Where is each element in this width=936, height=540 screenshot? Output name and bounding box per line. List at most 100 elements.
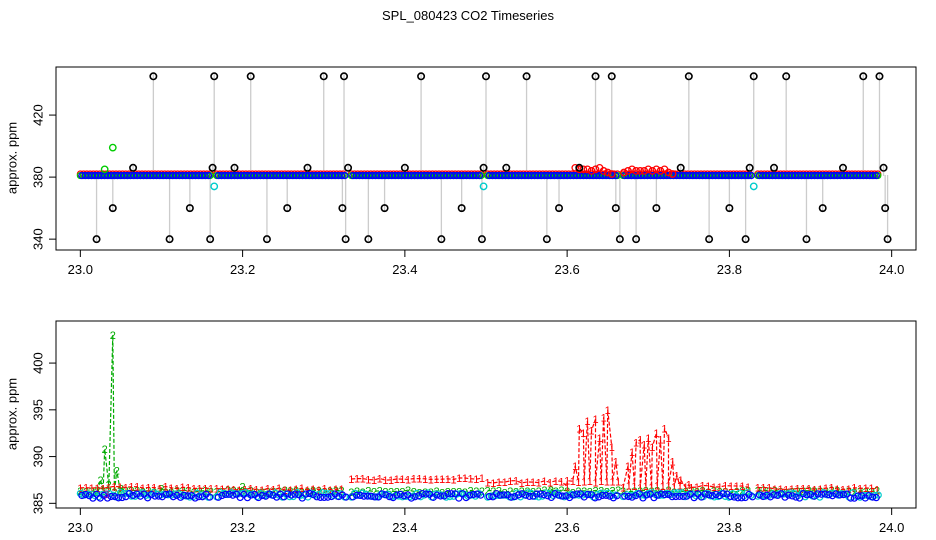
red-bump-point xyxy=(587,167,596,175)
series-3-point xyxy=(705,491,713,499)
plot-area xyxy=(76,72,892,244)
cyan-outlier-point xyxy=(479,182,488,191)
series-2-marker: 2 xyxy=(524,486,530,498)
series-1-marker: 1 xyxy=(645,433,651,445)
series-3-point xyxy=(755,491,764,499)
series-1-marker: 1 xyxy=(694,482,700,494)
series-3-point xyxy=(727,492,735,501)
series-cyan-point xyxy=(149,489,157,497)
black-spike-point xyxy=(340,72,349,81)
black-spike-point xyxy=(611,204,620,213)
series-1-marker: 1 xyxy=(547,477,553,489)
series-3-point xyxy=(609,494,617,502)
black-spike-point xyxy=(749,72,758,81)
series-3-point xyxy=(792,493,800,501)
black-spike-point xyxy=(652,204,661,213)
x-tick-label: 23.8 xyxy=(717,262,742,277)
series-1-marker: 1 xyxy=(405,474,411,486)
series-2-marker: 2 xyxy=(180,485,186,497)
black-spike-point xyxy=(875,72,884,81)
red-bump-point xyxy=(648,167,657,175)
series-1-marker: 1 xyxy=(739,481,745,493)
series-1-marker: 1 xyxy=(598,476,604,488)
y-tick-label: 400 xyxy=(30,352,45,374)
series-3-point xyxy=(716,492,724,500)
series-2-marker: 2 xyxy=(117,485,123,497)
series-3-point xyxy=(525,492,534,500)
series-2-marker: 2 xyxy=(327,486,333,498)
red-bump-point xyxy=(652,165,661,174)
series-2-marker: 2 xyxy=(106,480,112,492)
series-3-point xyxy=(125,490,134,498)
series-1-marker: 1 xyxy=(276,483,282,495)
series-3-point xyxy=(511,492,519,501)
series-3-point xyxy=(411,493,419,501)
series-1-marker: 1 xyxy=(575,477,581,489)
series-3-point xyxy=(628,493,636,501)
series-3-point xyxy=(147,490,155,499)
series-3-point xyxy=(335,492,343,501)
series-cyan-point xyxy=(197,491,205,499)
series-3-point xyxy=(854,492,862,500)
blue-point xyxy=(612,171,620,180)
black-spike-point xyxy=(881,204,890,213)
series-2-marker: 2 xyxy=(547,487,553,499)
series-1-marker: 1 xyxy=(794,484,800,496)
series-1-marker: 1 xyxy=(519,478,525,490)
series-3-point xyxy=(158,493,166,501)
red-bump-point xyxy=(668,170,677,178)
series-3-point xyxy=(785,491,793,499)
series-3-point xyxy=(591,494,599,502)
series-3-point xyxy=(418,489,426,498)
series-2-line xyxy=(487,489,619,493)
series-3-point xyxy=(632,492,640,500)
series-1-marker: 1 xyxy=(868,483,874,495)
series-3-point xyxy=(103,494,112,502)
series-2-marker: 2 xyxy=(77,486,83,498)
blue-point xyxy=(744,171,752,180)
series-3-point xyxy=(485,492,493,501)
series-3-point xyxy=(788,492,796,500)
red-bump-point xyxy=(591,165,600,174)
series-3-point xyxy=(701,490,709,498)
series-2-marker: 2 xyxy=(700,485,706,497)
series-cyan-point xyxy=(754,492,762,500)
series-2-marker: 2 xyxy=(722,486,728,498)
red-bump-point xyxy=(599,167,608,175)
black-spike-point xyxy=(437,235,446,244)
series-1-marker: 1 xyxy=(445,474,451,486)
series-2-marker: 2 xyxy=(507,486,513,498)
series-3-point xyxy=(92,490,101,498)
series-3-point xyxy=(302,490,310,498)
series-1-marker: 1 xyxy=(654,481,660,493)
series-1-marker: 1 xyxy=(479,473,485,485)
black-spike-point xyxy=(319,72,328,81)
series-2-marker: 2 xyxy=(683,486,689,498)
black-spike-point xyxy=(607,72,616,81)
series-1-marker: 1 xyxy=(613,456,619,468)
series-1-marker: 1 xyxy=(783,484,789,496)
series-3-point xyxy=(814,490,822,498)
black-spike-point xyxy=(725,204,734,213)
black-spike-point xyxy=(575,163,584,172)
series-1-marker: 1 xyxy=(394,474,400,486)
red-bump-point xyxy=(624,167,632,175)
series-3-point xyxy=(621,492,629,500)
y-tick-label: 385 xyxy=(30,492,45,514)
series-2-marker: 2 xyxy=(450,487,456,499)
black-spike-point xyxy=(210,72,219,81)
black-spike-point xyxy=(838,163,847,172)
series-3-point xyxy=(316,493,325,502)
series-1-marker: 1 xyxy=(371,475,377,487)
series-2-marker: 2 xyxy=(760,485,766,497)
series-3-point xyxy=(107,492,115,501)
series-1-marker: 1 xyxy=(208,483,214,495)
black-spike-point xyxy=(782,72,791,81)
series-3-point xyxy=(284,490,292,498)
series-3-point xyxy=(393,491,401,499)
series-1-marker: 1 xyxy=(817,484,823,496)
series-1-marker: 1 xyxy=(253,485,259,497)
series-3-point xyxy=(473,490,481,498)
series-2-marker: 2 xyxy=(98,475,104,487)
red-bump-point xyxy=(579,165,588,174)
